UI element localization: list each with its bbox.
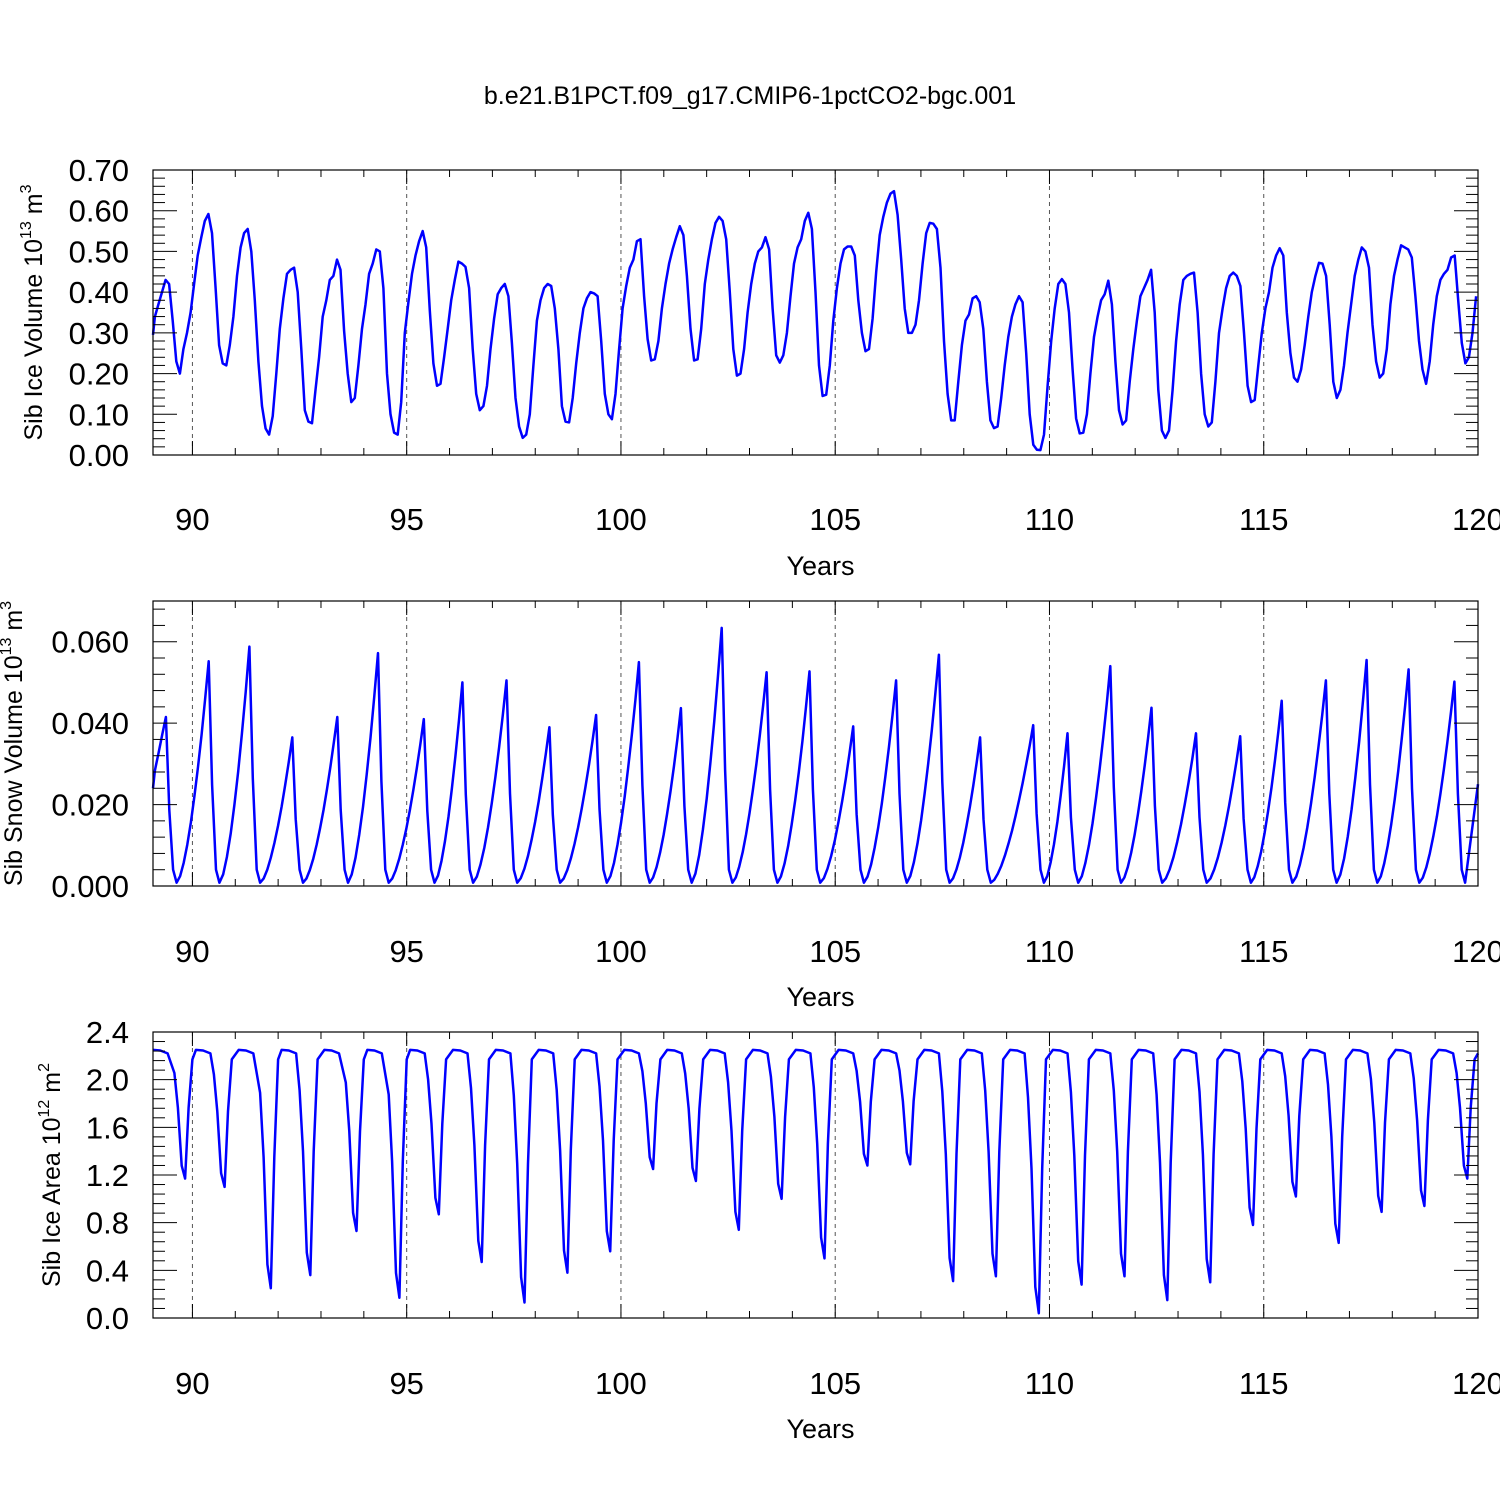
x-tick-label: 105 (809, 502, 861, 537)
y-tick-label: 0.040 (51, 706, 129, 741)
y-tick-label: 0.20 (69, 357, 129, 392)
y-tick-label: 0.70 (69, 153, 129, 188)
y-axis-label-unit-exponent: 2 (36, 1063, 53, 1072)
y-tick-label: 0.40 (69, 275, 129, 310)
x-tick-label: 110 (1025, 502, 1074, 537)
y-axis-label-main: Sib Ice Volume 10 (20, 239, 48, 441)
x-axis-label: Years (786, 1414, 854, 1444)
y-axis-label-unit: m (20, 193, 48, 221)
series-line (152, 1048, 1480, 1315)
x-tick-label: 95 (389, 934, 423, 969)
y-axis-label: Sib Snow Volume 1013 m3 (0, 601, 28, 886)
y-axis-label-exponent: 13 (18, 221, 35, 239)
series-line (151, 189, 1478, 452)
x-tick-label: 95 (389, 502, 423, 537)
x-tick-label: 90 (175, 934, 209, 969)
y-axis-label-exponent: 13 (0, 637, 15, 655)
y-tick-label: 0.8 (86, 1206, 129, 1241)
x-tick-label: 100 (595, 934, 647, 969)
y-axis-label-main: Sib Ice Area 10 (38, 1117, 66, 1287)
y-axis-label-unit-exponent: 3 (18, 184, 35, 193)
x-tick-label: 100 (595, 502, 647, 537)
y-axis-label: Sib Ice Volume 1013 m3 (18, 184, 48, 440)
x-tick-label: 90 (175, 502, 209, 537)
x-tick-label: 105 (809, 1366, 861, 1401)
y-tick-label: 2.4 (86, 1015, 129, 1050)
y-tick-label: 2.0 (86, 1063, 129, 1098)
x-tick-label: 90 (175, 1366, 209, 1401)
x-axis-label: Years (786, 551, 854, 581)
y-axis-label-unit: m (38, 1072, 66, 1100)
x-tick-label: 115 (1239, 934, 1288, 969)
figure-title: b.e21.B1PCT.f09_g17.CMIP6-1pctCO2-bgc.00… (483, 82, 1017, 110)
x-tick-label: 115 (1239, 502, 1288, 537)
chart-panel-1: 90 95 100 105 110 115 120 Years 0.00 0.10 0.20 0.30… (18, 153, 1500, 581)
y-tick-label: 0.060 (51, 625, 129, 660)
y-tick-label: 1.2 (86, 1158, 129, 1193)
y-axis-label: Sib Ice Area 1012 m2 (36, 1063, 66, 1287)
chart-panel-2: 90 95 100 105 110 115 120 Years 0.000 0.020 0.040 0… (0, 600, 1500, 1012)
y-tick-label: 0.10 (69, 397, 129, 432)
y-tick-label: 0.50 (69, 234, 129, 269)
x-tick-label: 110 (1025, 934, 1074, 969)
x-tick-label: 120 (1452, 1366, 1500, 1401)
x-tick-label: 115 (1239, 1366, 1288, 1401)
y-tick-label: 0.30 (69, 316, 129, 351)
x-tick-label: 100 (595, 1366, 647, 1401)
x-tick-label: 95 (389, 1366, 423, 1401)
plot-frame (152, 600, 1479, 887)
y-axis-label-main: Sib Snow Volume 10 (0, 655, 28, 886)
y-axis-label-unit-exponent: 3 (0, 601, 15, 610)
chart-panel-3: 90 95 100 105 110 115 120 Years 0.0 0.4 0.8 1.2 1.6 2… (36, 1015, 1500, 1444)
y-tick-label: 0.000 (51, 869, 129, 904)
x-tick-label: 120 (1452, 934, 1500, 969)
x-axis-label: Years (786, 982, 854, 1012)
x-tick-label: 120 (1452, 502, 1500, 537)
y-tick-label: 0.0 (86, 1301, 129, 1336)
y-tick-label: 0.00 (69, 438, 129, 473)
y-tick-label: 0.60 (69, 194, 129, 229)
x-tick-label: 105 (809, 934, 861, 969)
y-tick-label: 1.6 (86, 1110, 129, 1145)
x-tick-label: 110 (1025, 1366, 1074, 1401)
y-tick-label: 0.4 (86, 1253, 129, 1288)
y-axis-label-exponent: 12 (36, 1100, 53, 1118)
y-axis-label-unit: m (0, 610, 28, 638)
series-line (151, 626, 1480, 884)
y-tick-label: 0.020 (51, 788, 129, 823)
plot-frame (152, 169, 1479, 456)
